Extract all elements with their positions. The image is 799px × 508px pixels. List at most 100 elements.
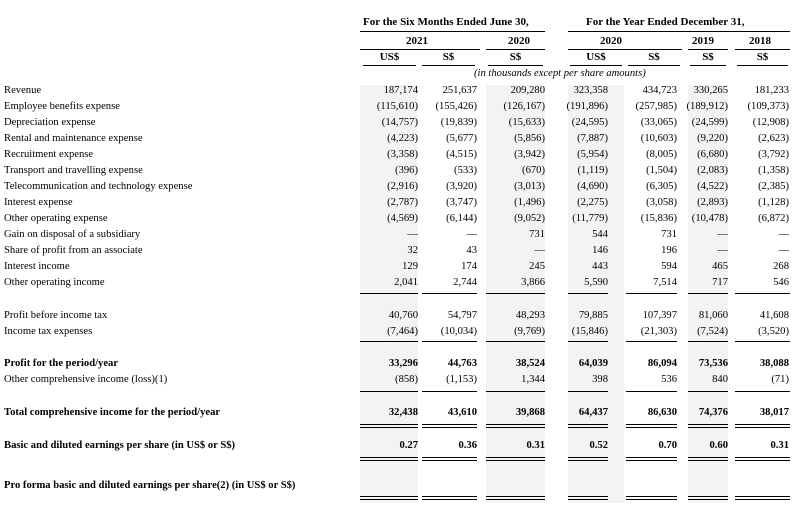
row-value: 731 — [529, 229, 545, 240]
single-rule — [568, 293, 608, 294]
row-value: (21,303) — [640, 326, 677, 337]
row-value: 39,868 — [515, 407, 545, 418]
single-rule — [568, 391, 608, 392]
row-value: (2,275) — [577, 197, 608, 208]
row-value: 330,265 — [693, 85, 728, 96]
single-rule — [360, 391, 418, 392]
row-value: 2,041 — [394, 277, 418, 288]
amounts-note: (in thousands except per share amounts) — [474, 68, 646, 79]
row-value: (71) — [771, 374, 789, 385]
row-value: — — [466, 229, 477, 240]
row-value: 546 — [773, 277, 789, 288]
double-rule — [422, 496, 477, 500]
row-value: (2,916) — [387, 181, 418, 192]
row-value: 33,296 — [388, 358, 418, 369]
single-rule — [688, 391, 728, 392]
single-rule — [688, 341, 728, 342]
row-value: — — [778, 245, 789, 256]
row-value: (15,836) — [640, 213, 677, 224]
row-value: (6,144) — [446, 213, 477, 224]
single-rule — [422, 341, 477, 342]
row-value: (191,896) — [566, 101, 609, 112]
row-label: Transport and travelling expense — [4, 165, 143, 176]
row-value: 43 — [466, 245, 477, 256]
row-value: (670) — [522, 165, 545, 176]
year-2020-six: 2020 — [508, 35, 530, 47]
single-rule — [360, 341, 418, 342]
row-value: 146 — [592, 245, 608, 256]
row-label: Recruitment expense — [4, 149, 94, 160]
row-value: 443 — [592, 261, 608, 272]
header-year-ended: For the Year Ended December 31, — [586, 16, 745, 28]
row-value: 209,280 — [510, 85, 545, 96]
double-rule — [360, 424, 418, 428]
row-value: (858) — [395, 374, 418, 385]
row-value: (9,769) — [514, 326, 545, 337]
row-value: (4,515) — [446, 149, 477, 160]
row-label: Interest income — [4, 261, 70, 272]
row-value: — — [717, 245, 728, 256]
row-value: (6,872) — [758, 213, 789, 224]
currency-underline — [690, 65, 726, 66]
year-underline-2019 — [688, 49, 728, 50]
row-value: 44,763 — [447, 358, 477, 369]
single-rule — [422, 293, 477, 294]
double-rule — [688, 457, 728, 461]
row-value: 536 — [661, 374, 677, 385]
header-underline-six-months — [360, 31, 545, 32]
row-value: (1,119) — [577, 165, 609, 176]
row-value: 840 — [712, 374, 728, 385]
single-rule — [735, 341, 790, 342]
row-value: (33,065) — [640, 117, 677, 128]
row-value: (2,893) — [697, 197, 728, 208]
single-rule — [735, 293, 790, 294]
row-value: 43,610 — [447, 407, 477, 418]
row-label: Other operating expense — [4, 213, 108, 224]
double-rule — [626, 496, 677, 500]
row-value: (396) — [395, 165, 418, 176]
row-value: (7,524) — [697, 326, 728, 337]
double-rule — [626, 457, 677, 461]
double-rule — [568, 496, 608, 500]
row-label: Total comprehensive income for the perio… — [4, 407, 221, 418]
column-shade — [360, 85, 418, 503]
row-value: 5,590 — [584, 277, 608, 288]
row-value: (3,792) — [758, 149, 789, 160]
double-rule — [735, 424, 790, 428]
double-rule — [626, 424, 677, 428]
currency-underline — [422, 65, 475, 66]
row-value: (2,623) — [758, 133, 789, 144]
row-value: 187,174 — [383, 85, 418, 96]
row-value: 7,514 — [653, 277, 677, 288]
row-value: 0.36 — [458, 440, 477, 451]
currency-header: S$ — [442, 51, 455, 63]
double-rule — [422, 457, 477, 461]
row-label: Other comprehensive income (loss)(1) — [4, 374, 168, 385]
currency-header: S$ — [702, 51, 714, 63]
row-value: (155,426) — [435, 101, 478, 112]
row-value: (257,985) — [635, 101, 678, 112]
header-six-months: For the Six Months Ended June 30, — [363, 16, 529, 28]
row-value: 251,637 — [442, 85, 477, 96]
single-rule — [626, 391, 677, 392]
row-value: 181,233 — [754, 85, 789, 96]
row-value: 73,536 — [698, 358, 728, 369]
double-rule — [422, 424, 477, 428]
row-value: 0.31 — [526, 440, 545, 451]
row-label: Interest expense — [4, 197, 73, 208]
row-value: 64,437 — [578, 407, 608, 418]
row-value: (2,083) — [697, 165, 728, 176]
row-label: Profit before income tax — [4, 310, 108, 321]
single-rule — [360, 293, 418, 294]
row-value: 38,088 — [759, 358, 789, 369]
row-value: (7,887) — [577, 133, 608, 144]
row-value: (1,358) — [758, 165, 789, 176]
row-value: (1,153) — [446, 374, 477, 385]
currency-header: S$ — [509, 51, 522, 63]
currency-header: US$ — [586, 51, 606, 63]
year-underline-2020 — [568, 49, 682, 50]
year-2018: 2018 — [749, 35, 771, 47]
row-value: — — [778, 229, 789, 240]
row-value: 196 — [661, 245, 677, 256]
row-value: 129 — [402, 261, 418, 272]
